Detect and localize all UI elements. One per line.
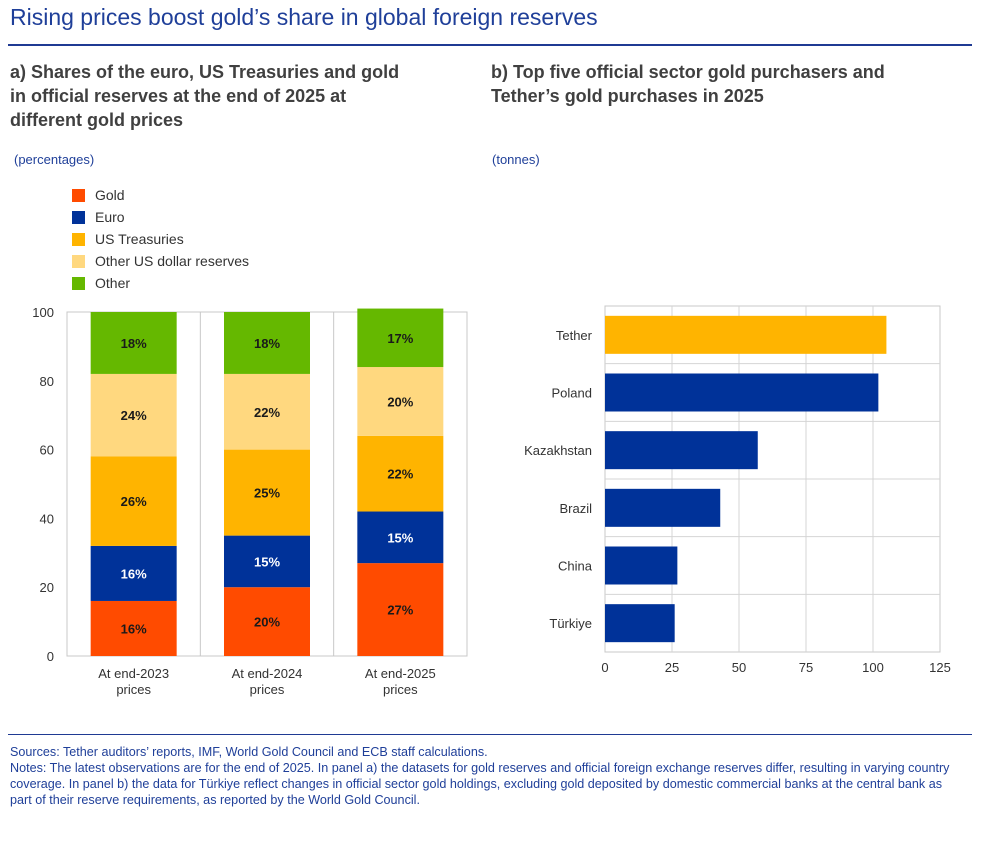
panel-a-title: a) Shares of the euro, US Treasuries and… xyxy=(10,60,399,132)
data-label: 27% xyxy=(387,603,413,618)
chart-title: Rising prices boost gold’s share in glob… xyxy=(10,4,598,30)
data-label: 26% xyxy=(121,494,147,509)
data-label: 15% xyxy=(254,554,280,569)
bar-segment xyxy=(357,435,444,512)
footnotes: Sources: Tether auditors’ reports, IMF, … xyxy=(10,744,965,808)
bar-segment xyxy=(357,367,444,436)
data-label: 16% xyxy=(121,621,147,636)
legend-swatch-us-treasuries xyxy=(72,232,85,246)
y-tick-label: 0 xyxy=(47,649,54,664)
notes-text: Notes: The latest observations are for t… xyxy=(10,761,950,807)
sources-text: Sources: Tether auditors’ reports, IMF, … xyxy=(10,745,488,759)
data-label: 17% xyxy=(387,331,413,346)
legend-swatch-euro xyxy=(72,210,85,224)
bar xyxy=(605,546,678,585)
x-tick-label: 0 xyxy=(601,660,608,675)
data-label: 18% xyxy=(254,336,280,351)
y-tick-label: Tether xyxy=(556,328,593,343)
bar-segment xyxy=(90,373,177,457)
legend-item-us-treasuries: US Treasuries xyxy=(72,228,249,250)
bar-segment xyxy=(224,373,310,450)
x-tick-label: At end-2025 xyxy=(365,666,436,681)
x-tick-label: 25 xyxy=(665,660,679,675)
bar-segment xyxy=(90,600,177,656)
bar-segment xyxy=(90,312,177,374)
bar-segment xyxy=(90,456,177,546)
data-label: 15% xyxy=(387,530,413,545)
panel-a-unit: (percentages) xyxy=(14,152,95,167)
bar xyxy=(605,604,675,643)
x-tick-label: prices xyxy=(250,682,285,697)
y-tick-label: 40 xyxy=(40,511,54,526)
bar-segment xyxy=(357,308,444,368)
legend-item-other-usd: Other US dollar reserves xyxy=(72,250,249,272)
panel-b-title-line: Tether’s gold purchases in 2025 xyxy=(491,86,764,106)
y-tick-label: 100 xyxy=(32,305,54,320)
panel-b-unit: (tonnes) xyxy=(492,152,540,167)
panel-b-horizontal-bar-chart: 0 25 50 75 100 125 Tether Poland Kazakhstan Brazi… xyxy=(524,305,951,675)
bar xyxy=(605,431,758,470)
data-label: 18% xyxy=(121,336,147,351)
panel-b-title-line: b) Top five official sector gold purchas… xyxy=(491,62,885,82)
bar-segment xyxy=(224,535,310,588)
data-label: 22% xyxy=(387,467,413,482)
x-tick-label: At end-2023 xyxy=(98,666,169,681)
legend-item-gold: Gold xyxy=(72,184,249,206)
y-tick-label: 20 xyxy=(40,580,54,595)
y-tick-label: Kazakhstan xyxy=(524,443,592,458)
panel-a-title-line: in official reserves at the end of 2025 … xyxy=(10,86,347,106)
y-tick-label: Türkiye xyxy=(549,616,592,631)
data-label: 16% xyxy=(121,566,147,581)
data-label: 20% xyxy=(387,394,413,409)
bar xyxy=(605,488,721,527)
legend-item-euro: Euro xyxy=(72,206,249,228)
legend-swatch-other-usd xyxy=(72,254,85,268)
legend-swatch-gold xyxy=(72,188,85,202)
footer-divider xyxy=(8,734,972,735)
legend-label: US Treasuries xyxy=(95,231,184,247)
legend-label: Other US dollar reserves xyxy=(95,253,250,269)
y-tick-label: Brazil xyxy=(559,501,592,516)
x-tick-label: prices xyxy=(383,682,418,697)
bar xyxy=(605,315,887,354)
y-tick-label: 80 xyxy=(40,374,54,389)
y-tick-label: 60 xyxy=(40,443,54,458)
legend-swatch-other xyxy=(72,276,85,290)
data-label: 22% xyxy=(254,405,280,420)
x-tick-label: 75 xyxy=(799,660,813,675)
data-label: 24% xyxy=(121,408,147,423)
y-tick-label: Poland xyxy=(552,386,592,401)
data-label: 20% xyxy=(254,615,280,630)
title-divider xyxy=(8,44,972,46)
panel-b-title: b) Top five official sector gold purchas… xyxy=(491,60,885,108)
x-tick-label: 50 xyxy=(732,660,746,675)
legend-label: Gold xyxy=(95,187,125,203)
x-tick-label: 100 xyxy=(862,660,884,675)
bar-segment xyxy=(224,587,310,656)
bar xyxy=(605,373,879,412)
bar-segment xyxy=(90,545,177,601)
panel-a-legend: Gold Euro US Treasuries Other US dollar … xyxy=(72,184,249,294)
panel-a-title-line: different gold prices xyxy=(10,110,184,130)
x-tick-label: prices xyxy=(116,682,151,697)
panel-a-title-line: a) Shares of the euro, US Treasuries and… xyxy=(10,62,400,82)
legend-item-other: Other xyxy=(72,272,249,294)
bar-segment xyxy=(224,312,310,374)
x-tick-label: At end-2024 xyxy=(232,666,303,681)
legend-label: Euro xyxy=(95,209,125,225)
bar-segment xyxy=(357,511,444,564)
x-tick-label: 125 xyxy=(929,660,951,675)
bar-segment xyxy=(357,563,444,656)
bar-segment xyxy=(224,449,310,536)
legend-label: Other xyxy=(95,275,131,291)
data-label: 25% xyxy=(254,486,280,501)
y-tick-label: China xyxy=(558,559,593,574)
